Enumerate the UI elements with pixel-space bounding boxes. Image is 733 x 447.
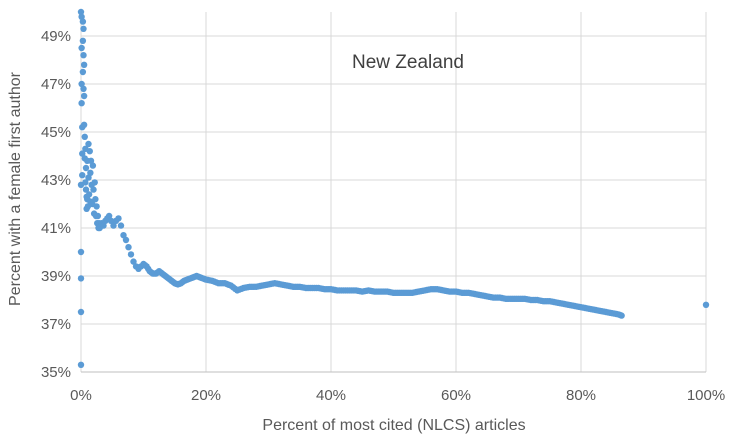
data-point	[82, 186, 90, 193]
data-point	[77, 248, 85, 256]
y-tick-label: 41%	[41, 220, 71, 237]
data-point	[78, 44, 85, 52]
data-point	[110, 222, 117, 229]
y-tick-label: 43%	[41, 172, 71, 189]
data-point	[85, 174, 92, 181]
data-point	[81, 133, 88, 140]
data-point	[100, 222, 107, 229]
y-tick-label: 35%	[41, 364, 71, 381]
data-point	[87, 157, 95, 164]
data-point	[90, 186, 97, 193]
data-point	[618, 312, 625, 319]
data-point	[82, 164, 90, 172]
data-point	[94, 212, 102, 220]
data-point	[80, 85, 87, 93]
data-point	[87, 169, 94, 176]
data-point	[122, 236, 130, 244]
data-point	[79, 37, 87, 44]
data-point	[107, 217, 115, 224]
data-point	[78, 100, 85, 107]
data-point	[80, 61, 88, 68]
data-point	[77, 8, 85, 16]
chart-annotation: New Zealand	[352, 52, 464, 73]
x-tick-label: 40%	[316, 387, 346, 404]
data-point	[702, 301, 710, 308]
data-point	[91, 179, 98, 186]
data-point	[79, 150, 86, 157]
data-point	[85, 140, 92, 148]
data-point	[127, 251, 135, 258]
data-point	[77, 308, 85, 316]
data-point	[93, 203, 100, 210]
data-point	[77, 275, 85, 282]
data-point	[80, 121, 88, 128]
data-point	[130, 258, 137, 265]
data-point	[79, 68, 87, 76]
data-point	[89, 162, 97, 169]
data-point	[80, 52, 87, 59]
y-tick-label: 49%	[41, 28, 71, 45]
x-tick-label: 0%	[70, 387, 92, 404]
x-tick-label: 20%	[191, 387, 221, 404]
data-point	[79, 172, 86, 179]
x-tick-label: 60%	[441, 387, 471, 404]
data-point	[86, 148, 93, 155]
y-tick-label: 45%	[41, 124, 71, 141]
x-tick-label: 80%	[566, 387, 596, 404]
x-axis-title: Percent of most cited (NLCS) articles	[262, 417, 525, 434]
y-tick-label: 47%	[41, 76, 71, 93]
data-point	[105, 212, 113, 220]
data-point	[80, 25, 87, 32]
data-point	[115, 215, 122, 222]
data-point	[125, 244, 132, 251]
data-point	[79, 18, 87, 25]
y-tick-label: 37%	[41, 316, 71, 333]
tick-labels: 35% 37% 39% 41% 43% 45% 47% 49% 0% 20% 40% 60% 80% 10…	[41, 28, 725, 404]
data-point	[117, 222, 125, 229]
x-tick-label: 100%	[687, 387, 725, 404]
data-point	[85, 191, 93, 198]
y-tick-label: 39%	[41, 268, 71, 285]
data-point	[77, 361, 85, 368]
data-points	[77, 8, 710, 368]
data-point	[78, 80, 85, 88]
data-point	[82, 179, 89, 186]
y-axis-title: Percent with a female first author	[7, 71, 24, 306]
data-point	[78, 13, 85, 20]
data-point	[80, 92, 88, 100]
data-point	[120, 232, 127, 239]
data-point	[92, 196, 99, 203]
